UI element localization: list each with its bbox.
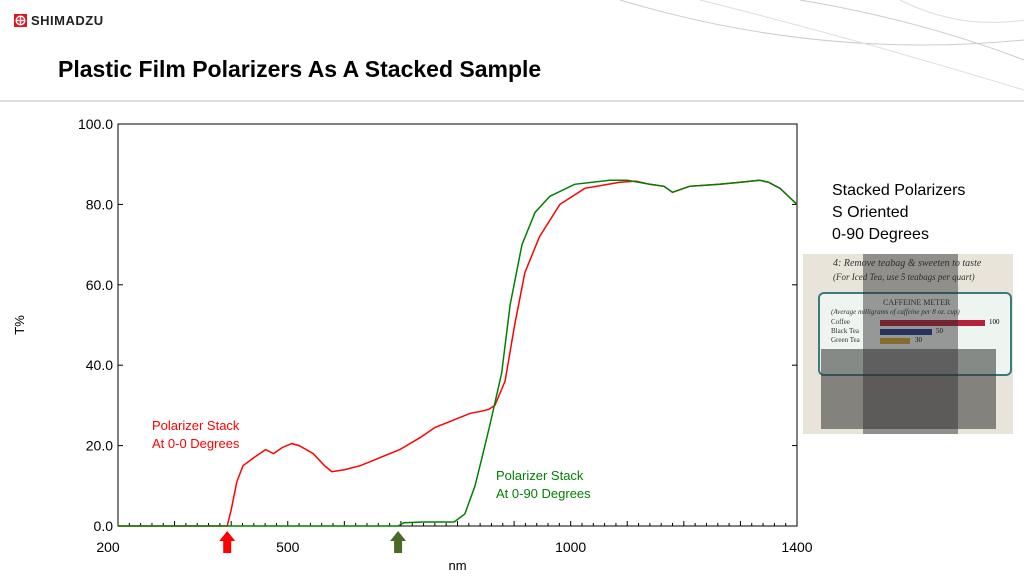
photo-text: 100 — [989, 318, 1000, 326]
y-tick-label: 40.0 — [86, 357, 113, 373]
caption-line: Stacked Polarizers — [832, 182, 966, 199]
photo-text: 4: Remove teabag & sweeten to taste — [833, 258, 982, 269]
series-label: At 0-90 Degrees — [496, 486, 591, 501]
series-label: Polarizer Stack — [496, 468, 584, 483]
plot-frame — [117, 123, 798, 527]
y-tick-label: 20.0 — [86, 438, 113, 454]
photo-text: CAFFEINE METER — [883, 298, 951, 307]
series-label: Polarizer Stack — [152, 418, 240, 433]
series-label: At 0-0 Degrees — [152, 436, 240, 451]
wavelength-arrow-marker — [390, 531, 407, 553]
caption-line: 0-90 Degrees — [832, 226, 929, 243]
x-axis-label: nm — [448, 558, 466, 573]
y-tick-label: 60.0 — [86, 277, 113, 293]
series-line-1 — [118, 179, 798, 527]
photo-text: 50 — [936, 327, 943, 335]
y-tick-label: 80.0 — [86, 196, 113, 212]
y-tick-label: 100.0 — [78, 116, 113, 132]
x-tick-label: 500 — [276, 539, 300, 555]
photo-text: (Average milligrams of caffeine per 8 oz… — [831, 308, 960, 316]
logo-mark-icon — [14, 14, 27, 27]
wavelength-arrow-marker — [219, 531, 236, 553]
title-divider — [0, 100, 1024, 102]
photo-caption: Stacked Polarizers S Oriented 0-90 Degre… — [832, 180, 965, 246]
x-tick-label: 200 — [96, 539, 120, 555]
x-tick-label: 1400 — [781, 539, 812, 555]
photo-text: (For Iced Tea, use 5 teabags per quart) — [833, 272, 975, 282]
polarizer-photo: 4: Remove teabag & sweeten to taste (For… — [803, 254, 1013, 434]
slide-title: Plastic Film Polarizers As A Stacked Sam… — [58, 56, 542, 82]
photo-text: Coffee — [831, 318, 850, 326]
shimadzu-logo: SHIMADZU — [14, 13, 104, 28]
photo-text: Green Tea — [831, 336, 860, 344]
series-line-0 — [118, 179, 798, 527]
photo-text: 30 — [915, 336, 922, 344]
photo-text: Black Tea — [831, 327, 859, 335]
y-axis-label: T% — [12, 315, 27, 335]
caption-line: S Oriented — [832, 204, 909, 221]
y-tick-label: 0.0 — [94, 518, 114, 534]
brand-name: SHIMADZU — [31, 13, 104, 28]
x-tick-label: 1000 — [555, 539, 586, 555]
